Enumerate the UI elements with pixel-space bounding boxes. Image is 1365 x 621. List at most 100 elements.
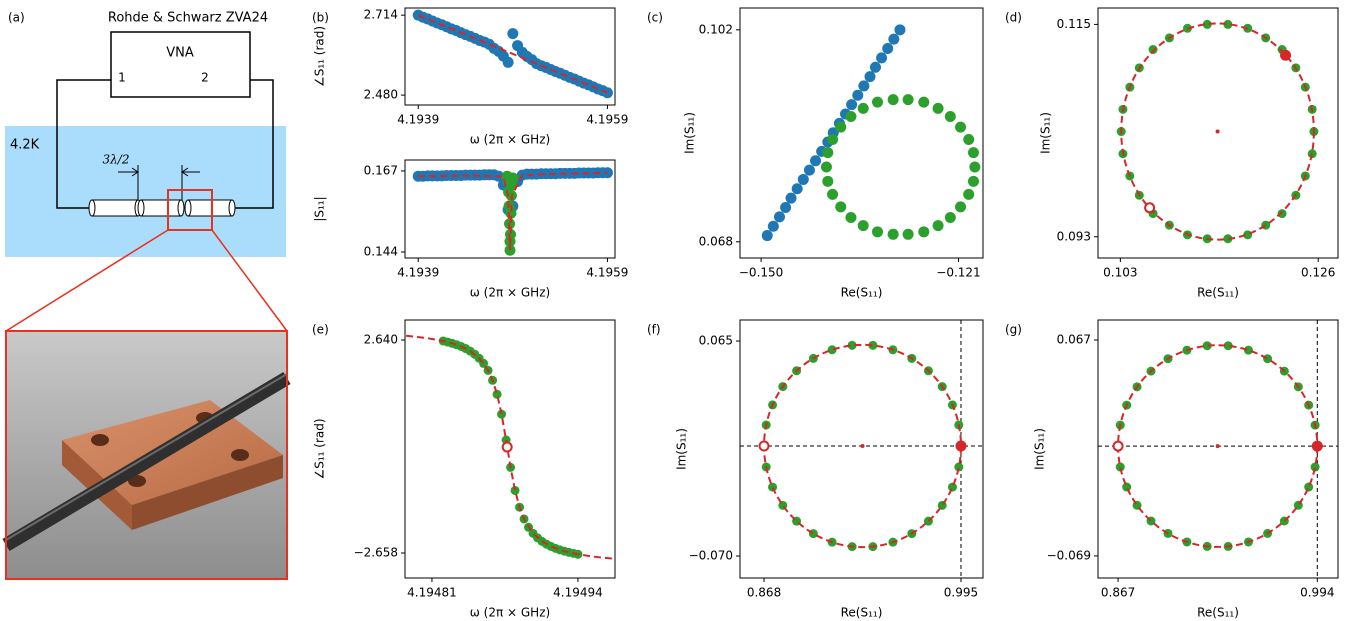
- zoom-line: [211, 229, 288, 332]
- y-tick-label: 0.167: [364, 163, 398, 177]
- data-point: [1202, 19, 1212, 29]
- data-point: [918, 96, 930, 108]
- data-point: [761, 230, 773, 242]
- data-point: [808, 353, 818, 363]
- circle-center: [860, 443, 865, 448]
- data-point: [944, 110, 956, 122]
- plot-frame: [739, 7, 984, 259]
- data-point: [871, 226, 883, 238]
- panel-label: (c): [647, 11, 663, 25]
- data-point: [967, 175, 979, 187]
- data-point: [864, 71, 876, 83]
- y-axis-label: Im(S₁₁): [683, 112, 697, 154]
- plot-frame: [1097, 319, 1339, 579]
- panel-label: (d): [1005, 11, 1022, 25]
- data-point: [1223, 341, 1233, 351]
- data-point: [504, 228, 516, 240]
- data-point: [492, 389, 502, 399]
- x-axis-label: ω (2π × GHz): [470, 133, 550, 147]
- data-point: [1223, 19, 1233, 29]
- data-point: [1277, 209, 1287, 219]
- data-point: [955, 201, 967, 213]
- data-point: [882, 43, 894, 55]
- x-axis-label: ω (2π × GHz): [470, 606, 550, 620]
- data-point: [888, 33, 900, 45]
- y-axis-label: ∠S₁₁ (rad): [313, 26, 327, 87]
- data-point: [947, 482, 957, 492]
- data-point: [944, 211, 956, 223]
- x-tick-label: 4.1939: [397, 113, 439, 127]
- x-tick-label: 4.1959: [586, 266, 628, 280]
- highlight-point: [1280, 49, 1292, 61]
- data-point: [954, 420, 964, 430]
- x-tick-label: −0.150: [739, 266, 783, 280]
- wire: [232, 79, 274, 209]
- data-point: [785, 192, 797, 204]
- y-axis-label: |S₁₁|: [313, 196, 327, 221]
- data-point: [502, 56, 514, 68]
- data-point: [871, 96, 883, 108]
- data-point: [780, 202, 792, 214]
- data-point: [902, 228, 914, 240]
- data-point: [1202, 341, 1212, 351]
- data-point: [852, 89, 864, 101]
- data-point: [845, 211, 857, 223]
- data-point: [835, 121, 847, 133]
- y-axis-label: Im(S₁₁): [675, 428, 689, 470]
- circle-center: [1215, 444, 1220, 449]
- vna-box: [110, 31, 251, 98]
- instrument-title: Rohde & Schwarz ZVA24: [108, 11, 268, 26]
- fit-circle: [1120, 22, 1315, 241]
- data-point: [827, 188, 839, 200]
- highlight-point: [1311, 440, 1323, 452]
- x-tick-label: 4.1939: [397, 266, 439, 280]
- data-point: [918, 226, 930, 238]
- data-point: [846, 99, 858, 111]
- circle-center: [1215, 129, 1220, 134]
- y-tick-label: 2.714: [364, 8, 398, 22]
- data-point: [902, 94, 914, 106]
- data-point: [820, 161, 832, 173]
- y-axis-label: Im(S₁₁): [1033, 428, 1047, 470]
- data-point: [857, 220, 869, 232]
- data-point: [510, 485, 520, 495]
- data-point: [963, 134, 975, 146]
- highlight-point: [758, 440, 770, 452]
- photo: [2, 330, 291, 580]
- data-point: [963, 188, 975, 200]
- data-point: [1122, 482, 1132, 492]
- temperature-label: 4.2K: [10, 138, 40, 153]
- data-point: [1115, 462, 1125, 472]
- plot-frame: [739, 319, 984, 579]
- data-point: [969, 161, 981, 173]
- data-point: [1310, 462, 1320, 472]
- y-tick-label: 2.640: [364, 333, 398, 347]
- x-axis-label: Re(S₁₁): [841, 606, 883, 620]
- data-point: [507, 172, 519, 184]
- data-point: [822, 147, 834, 159]
- y-axis-label: Im(S₁₁): [1039, 112, 1053, 154]
- x-tick-label: 0.994: [1300, 586, 1334, 600]
- data-point: [869, 61, 881, 73]
- data-point: [835, 201, 847, 213]
- zoom-line: [5, 229, 169, 332]
- plot-frame: [404, 159, 616, 259]
- panel-label: (f): [647, 323, 661, 337]
- port-label: 1: [118, 71, 126, 85]
- x-tick-label: 0.995: [944, 586, 978, 600]
- x-tick-label: 0.868: [747, 586, 781, 600]
- schematic: (a) Rohde & Schwarz ZVA24 4.2K VNA 1 2 3…: [2, 11, 291, 580]
- y-tick-label: 2.480: [364, 88, 398, 102]
- data-point: [797, 173, 809, 185]
- data-point: [1148, 45, 1158, 55]
- x-tick-label: 4.1959: [586, 113, 628, 127]
- fit-line: [406, 334, 614, 560]
- data-point: [932, 102, 944, 114]
- data-point: [810, 155, 822, 167]
- x-axis-label: Re(S₁₁): [1197, 286, 1239, 300]
- data-point: [857, 102, 869, 114]
- data-point: [847, 340, 857, 350]
- plot-frame: [404, 7, 616, 106]
